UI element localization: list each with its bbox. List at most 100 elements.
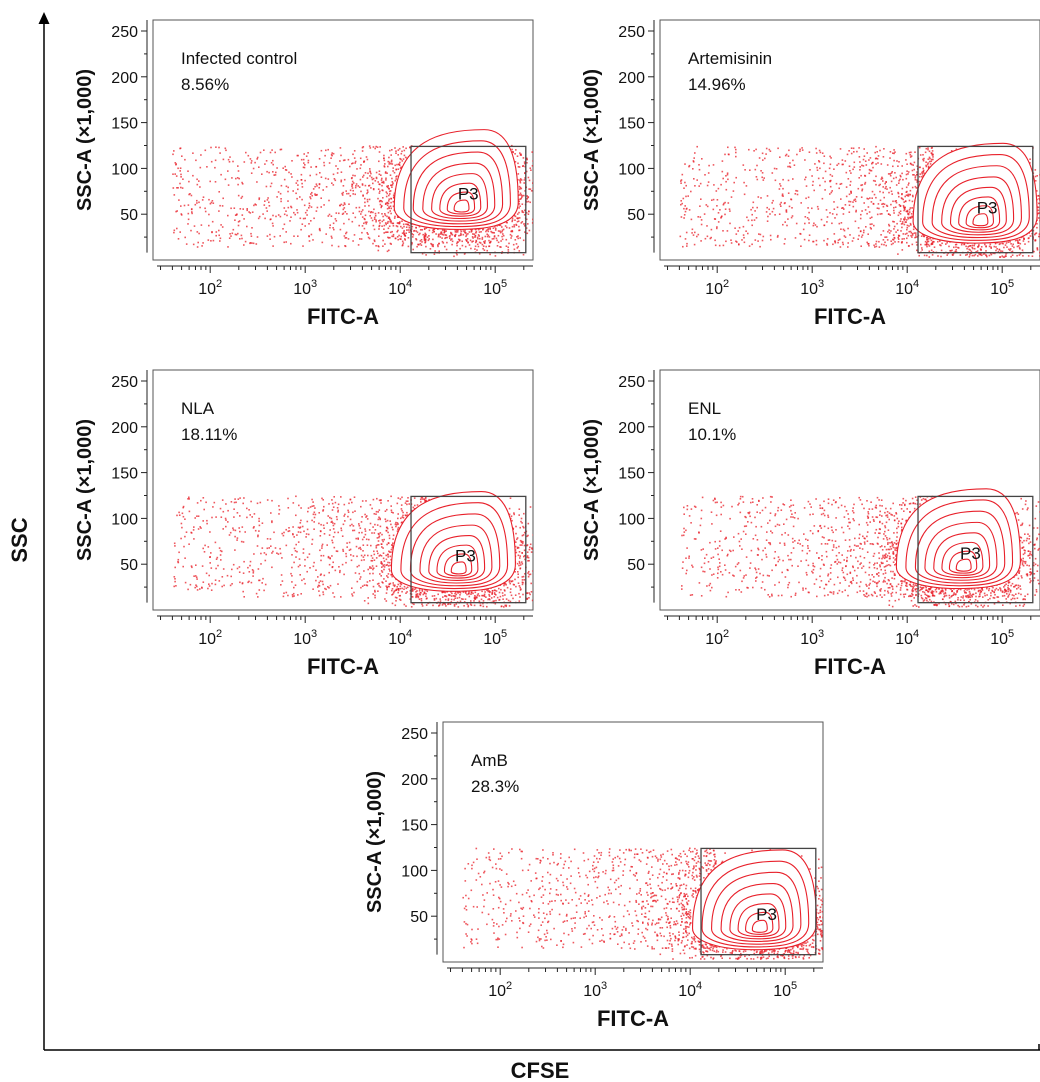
event-dot <box>397 149 400 151</box>
event-dot <box>510 237 512 239</box>
event-dot <box>523 194 525 197</box>
event-dot <box>271 149 273 151</box>
event-dot <box>515 243 518 245</box>
event-dot <box>359 238 361 240</box>
event-dot <box>903 223 906 226</box>
event-dot <box>381 177 383 180</box>
event-dot <box>472 237 474 239</box>
event-dot <box>362 195 364 197</box>
event-dot <box>1038 198 1040 200</box>
event-dot <box>265 207 268 209</box>
event-dot <box>265 185 268 188</box>
event-dot <box>332 173 335 176</box>
event-dot <box>389 174 392 176</box>
event-dot <box>265 160 268 162</box>
event-dot <box>531 165 533 167</box>
event-dot <box>367 191 369 193</box>
event-dot <box>456 244 458 247</box>
event-dot <box>525 170 528 173</box>
event-dot <box>180 186 182 189</box>
event-dot <box>392 222 394 225</box>
event-dot <box>306 214 308 216</box>
event-dot <box>517 220 520 222</box>
event-dot <box>320 197 322 199</box>
event-dot <box>1036 223 1038 225</box>
event-dot <box>423 239 426 242</box>
y-tick-label: 100 <box>111 161 138 178</box>
event-dot <box>352 212 354 214</box>
event-dot <box>1037 212 1039 215</box>
event-dot <box>501 230 503 233</box>
event-dot <box>387 217 390 219</box>
event-dot <box>214 181 217 183</box>
event-dot <box>359 167 362 170</box>
event-dot <box>258 197 261 199</box>
event-dot <box>331 237 333 239</box>
event-dot <box>403 231 405 233</box>
event-dot <box>283 223 286 226</box>
event-dot <box>1011 250 1014 253</box>
event-dot <box>519 186 522 189</box>
event-dot <box>250 235 253 237</box>
event-dot <box>461 244 464 247</box>
event-dot <box>404 238 406 240</box>
event-dot <box>340 154 342 157</box>
event-dot <box>196 199 198 202</box>
event-dot <box>318 227 321 230</box>
event-dot <box>215 234 217 237</box>
event-dot <box>189 193 191 195</box>
event-dot <box>388 249 390 252</box>
event-dot <box>198 201 200 204</box>
event-dot <box>239 238 241 240</box>
event-dot <box>401 220 403 222</box>
event-dot <box>400 166 402 168</box>
event-dot <box>388 225 391 227</box>
event-dot <box>363 222 365 225</box>
event-dot <box>228 161 231 163</box>
event-dot <box>255 243 258 245</box>
event-dot <box>261 173 263 175</box>
event-dot <box>272 245 274 247</box>
event-dot <box>353 234 356 236</box>
event-dot <box>206 166 208 168</box>
event-dot <box>462 230 465 232</box>
event-dot <box>425 227 428 229</box>
event-dot <box>184 158 186 161</box>
event-dot <box>488 239 490 242</box>
event-dot <box>391 149 393 151</box>
event-dot <box>390 207 392 210</box>
event-dot <box>297 235 299 237</box>
event-dot <box>384 171 387 173</box>
event-dot <box>968 248 970 251</box>
event-dot <box>402 158 405 160</box>
event-dot <box>196 178 198 181</box>
event-dot <box>493 237 495 240</box>
event-dot <box>387 220 389 223</box>
event-dot <box>375 219 377 221</box>
event-dot <box>327 178 330 180</box>
event-dot <box>301 182 303 185</box>
event-dot <box>411 225 414 228</box>
event-dot <box>221 226 224 228</box>
event-dot <box>314 193 316 195</box>
gate-label: P3 <box>458 185 479 204</box>
event-dot <box>518 250 521 252</box>
event-dot <box>428 229 431 232</box>
event-dot <box>391 235 393 238</box>
event-dot <box>193 225 196 227</box>
event-dot <box>352 162 354 164</box>
event-dot <box>368 145 371 147</box>
event-dot <box>343 202 346 204</box>
event-dot <box>187 170 189 172</box>
event-dot <box>520 187 523 190</box>
event-dot <box>175 210 177 213</box>
event-dot <box>241 237 243 240</box>
event-dot <box>399 157 401 160</box>
event-dot <box>516 236 518 238</box>
event-dot <box>475 230 478 233</box>
event-dot <box>308 207 310 209</box>
event-dot <box>900 223 903 225</box>
event-dot <box>1016 245 1019 248</box>
event-dot <box>955 246 957 248</box>
contour-line <box>422 162 496 222</box>
